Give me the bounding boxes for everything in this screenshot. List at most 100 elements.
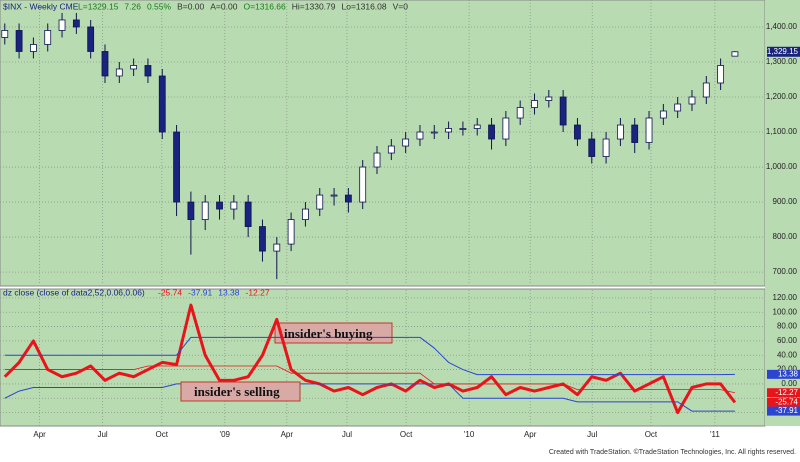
x-tick-label: '11 (710, 430, 720, 439)
candle-body (130, 65, 138, 70)
candle-body (115, 68, 123, 77)
series-line (4, 383, 735, 412)
last-value-box (767, 397, 800, 407)
legend-entry: -37.91 (188, 287, 212, 297)
header-value: Lo=1316.08 (341, 1, 386, 11)
candle-body (717, 65, 725, 84)
y-tick-label: 100.00 (773, 307, 798, 316)
footer: Created with TradeStation. ©TradeStation… (549, 448, 796, 456)
y-tick-label: 1,100.00 (766, 127, 798, 136)
y-tick-label: 80.00 (777, 322, 798, 331)
candle-body (44, 30, 52, 45)
candle-body (488, 124, 495, 140)
header-value: 0.55% (147, 1, 172, 11)
candle-body (230, 201, 238, 210)
candle-body (316, 194, 324, 210)
x-tick-label: Oct (645, 430, 658, 439)
candle-body (344, 194, 352, 203)
candle-body (459, 128, 467, 130)
y-tick-label: 1,300.00 (766, 57, 798, 66)
x-tick-label: '10 (464, 430, 475, 439)
x-tick-label: Jul (587, 430, 597, 439)
candle-body (373, 152, 381, 168)
header-value: O=1316.66 (243, 1, 286, 11)
header-value: A=0.00 (210, 1, 237, 11)
candle-body (144, 65, 152, 77)
candle-body (359, 166, 367, 203)
last-price-box (767, 46, 800, 57)
y-tick-label: -20.00 (774, 393, 797, 402)
x-tick-label: Jul (97, 430, 107, 439)
candle-body (602, 138, 610, 157)
y-tick-label: 800.00 (773, 232, 798, 241)
header-value: 7.26 (124, 1, 141, 11)
candle-body (574, 124, 581, 140)
candle-body (72, 19, 80, 28)
candle-body (101, 51, 109, 77)
y-tick-label: 20.00 (777, 365, 798, 374)
series-line (4, 365, 736, 394)
header-value: Hi=1330.79 (292, 1, 336, 11)
candle-body (387, 145, 395, 154)
y-tick-label: 60.00 (777, 336, 798, 345)
x-tick-label: Oct (400, 430, 413, 439)
candle-body (731, 51, 739, 57)
x-tick-label: Apr (33, 430, 46, 439)
candle-body (173, 131, 180, 203)
candle-body (674, 103, 682, 112)
axis-area (765, 0, 800, 426)
annotation: insider's buying (284, 326, 373, 341)
last-value-label: -37.91 (775, 406, 798, 415)
indicator-pane (0, 288, 766, 427)
candle-body (1, 30, 9, 38)
candle-body (158, 75, 166, 133)
candle-body (516, 107, 524, 119)
last-value-box (767, 388, 800, 398)
last-value-label: -25.74 (775, 397, 798, 406)
x-tick-label: Oct (156, 430, 169, 439)
header-value: L=1329.15 (78, 1, 119, 11)
candle-body (330, 194, 338, 197)
price-pane (0, 0, 766, 287)
last-value-label: -12.27 (775, 388, 798, 397)
annotation-box (274, 322, 393, 344)
candle-body (287, 219, 295, 245)
candle-body (302, 208, 309, 220)
y-tick-label: 120.00 (773, 293, 798, 302)
last-value-box (767, 406, 800, 416)
y-tick-label: 1,200.00 (766, 92, 798, 101)
indicator-legend: -25.74 -37.91 13.38 -12.27 (158, 287, 270, 297)
candle-body (201, 201, 209, 220)
candle-body (659, 110, 667, 119)
candle-body (545, 96, 553, 101)
candle-body (244, 201, 252, 227)
x-tick-label: Apr (524, 430, 537, 439)
legend-entry: -25.74 (158, 287, 182, 297)
candle-body (631, 124, 639, 143)
y-tick-label: 0.00 (781, 379, 797, 388)
candle-body (430, 131, 438, 134)
annotation-box (180, 381, 301, 402)
candle-body (702, 82, 710, 98)
candle-body (30, 44, 37, 52)
indicator-title: dz close (close of data2,52,0.06,0.06) (3, 287, 145, 297)
candle-body (645, 117, 653, 143)
candle-body (15, 30, 23, 52)
candle-body (87, 26, 95, 52)
candle-body (588, 138, 596, 157)
last-value-box (767, 369, 800, 379)
x-tick-label: Apr (281, 430, 294, 439)
candle-body (259, 226, 266, 252)
candle-body (58, 19, 66, 31)
candle-body (559, 96, 567, 126)
series-line (3, 303, 737, 415)
candle-body (502, 117, 510, 140)
candle-body (531, 100, 538, 108)
series-line (4, 336, 735, 376)
candle-body (616, 124, 624, 140)
last-value-label: 13.38 (778, 369, 799, 378)
candle-body (216, 201, 223, 210)
